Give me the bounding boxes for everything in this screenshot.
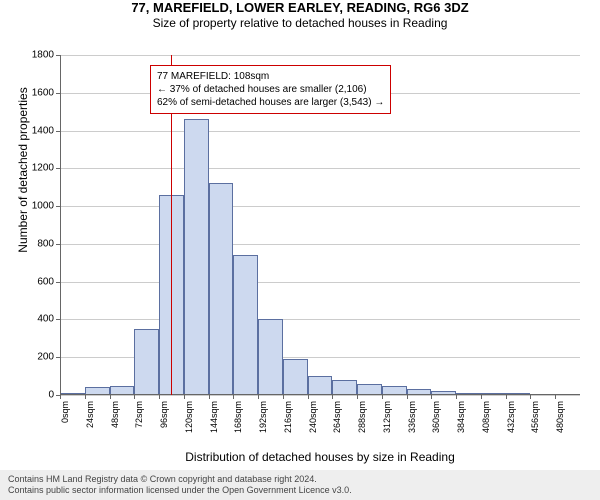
y-axis-line — [60, 55, 61, 395]
x-tick-label: 456sqm — [530, 401, 540, 451]
x-tick-label: 0sqm — [60, 401, 70, 451]
x-tick-mark — [407, 395, 408, 399]
histogram-bar — [283, 359, 308, 395]
y-tick-label: 1400 — [0, 125, 54, 136]
x-tick-mark — [431, 395, 432, 399]
x-tick-label: 480sqm — [555, 401, 565, 451]
gridline — [60, 131, 580, 132]
x-tick-label: 336sqm — [407, 401, 417, 451]
chart-title: 77, MAREFIELD, LOWER EARLEY, READING, RG… — [0, 0, 600, 16]
histogram-bar — [184, 119, 209, 395]
x-tick-label: 48sqm — [110, 401, 120, 451]
x-tick-mark — [110, 395, 111, 399]
gridline — [60, 395, 580, 396]
y-tick-label: 400 — [0, 314, 54, 325]
x-tick-label: 216sqm — [283, 401, 293, 451]
x-tick-label: 384sqm — [456, 401, 466, 451]
x-tick-mark — [258, 395, 259, 399]
histogram-bar — [258, 319, 283, 395]
x-tick-label: 360sqm — [431, 401, 441, 451]
y-tick-label: 0 — [0, 390, 54, 401]
annotation-line-1: 77 MAREFIELD: 108sqm — [157, 70, 384, 83]
footer-line-2: Contains public sector information licen… — [8, 485, 592, 496]
x-tick-mark — [159, 395, 160, 399]
y-tick-label: 800 — [0, 238, 54, 249]
gridline — [60, 244, 580, 245]
gridline — [60, 168, 580, 169]
gridline — [60, 282, 580, 283]
chart-area: 77 MAREFIELD: 108sqm ← 37% of detached h… — [60, 55, 580, 395]
y-tick-label: 1600 — [0, 87, 54, 98]
gridline — [60, 319, 580, 320]
x-tick-mark — [506, 395, 507, 399]
histogram-bar — [134, 329, 159, 395]
x-axis-label: Distribution of detached houses by size … — [60, 450, 580, 464]
x-tick-mark — [332, 395, 333, 399]
x-tick-label: 264sqm — [332, 401, 342, 451]
gridline — [60, 55, 580, 56]
x-tick-mark — [134, 395, 135, 399]
y-tick-label: 200 — [0, 352, 54, 363]
x-tick-label: 408sqm — [481, 401, 491, 451]
x-tick-label: 120sqm — [184, 401, 194, 451]
x-tick-mark — [308, 395, 309, 399]
histogram-bar — [332, 380, 357, 395]
x-tick-label: 240sqm — [308, 401, 318, 451]
annotation-line-2: ← 37% of detached houses are smaller (2,… — [157, 83, 384, 96]
x-axis-line — [60, 394, 580, 395]
footer: Contains HM Land Registry data © Crown c… — [0, 470, 600, 500]
x-tick-label: 432sqm — [506, 401, 516, 451]
annotation-line-3: 62% of semi-detached houses are larger (… — [157, 96, 384, 109]
x-tick-label: 24sqm — [85, 401, 95, 451]
x-tick-label: 72sqm — [134, 401, 144, 451]
x-tick-mark — [60, 395, 61, 399]
y-tick-label: 1200 — [0, 163, 54, 174]
x-tick-mark — [481, 395, 482, 399]
x-tick-mark — [357, 395, 358, 399]
x-tick-mark — [283, 395, 284, 399]
y-tick-label: 600 — [0, 276, 54, 287]
footer-line-1: Contains HM Land Registry data © Crown c… — [8, 474, 592, 485]
histogram-bar — [308, 376, 333, 395]
x-tick-mark — [85, 395, 86, 399]
annotation-box: 77 MAREFIELD: 108sqm ← 37% of detached h… — [150, 65, 391, 114]
x-tick-label: 192sqm — [258, 401, 268, 451]
x-tick-mark — [184, 395, 185, 399]
x-tick-label: 96sqm — [159, 401, 169, 451]
x-tick-mark — [209, 395, 210, 399]
x-tick-mark — [530, 395, 531, 399]
x-tick-label: 168sqm — [233, 401, 243, 451]
x-tick-label: 312sqm — [382, 401, 392, 451]
y-tick-label: 1800 — [0, 50, 54, 61]
x-tick-mark — [382, 395, 383, 399]
histogram-bar — [209, 183, 234, 395]
x-tick-mark — [233, 395, 234, 399]
x-tick-label: 144sqm — [209, 401, 219, 451]
x-tick-label: 288sqm — [357, 401, 367, 451]
gridline — [60, 206, 580, 207]
chart-subtitle: Size of property relative to detached ho… — [0, 16, 600, 31]
x-tick-mark — [555, 395, 556, 399]
y-tick-label: 1000 — [0, 201, 54, 212]
histogram-bar — [233, 255, 258, 395]
x-tick-mark — [456, 395, 457, 399]
